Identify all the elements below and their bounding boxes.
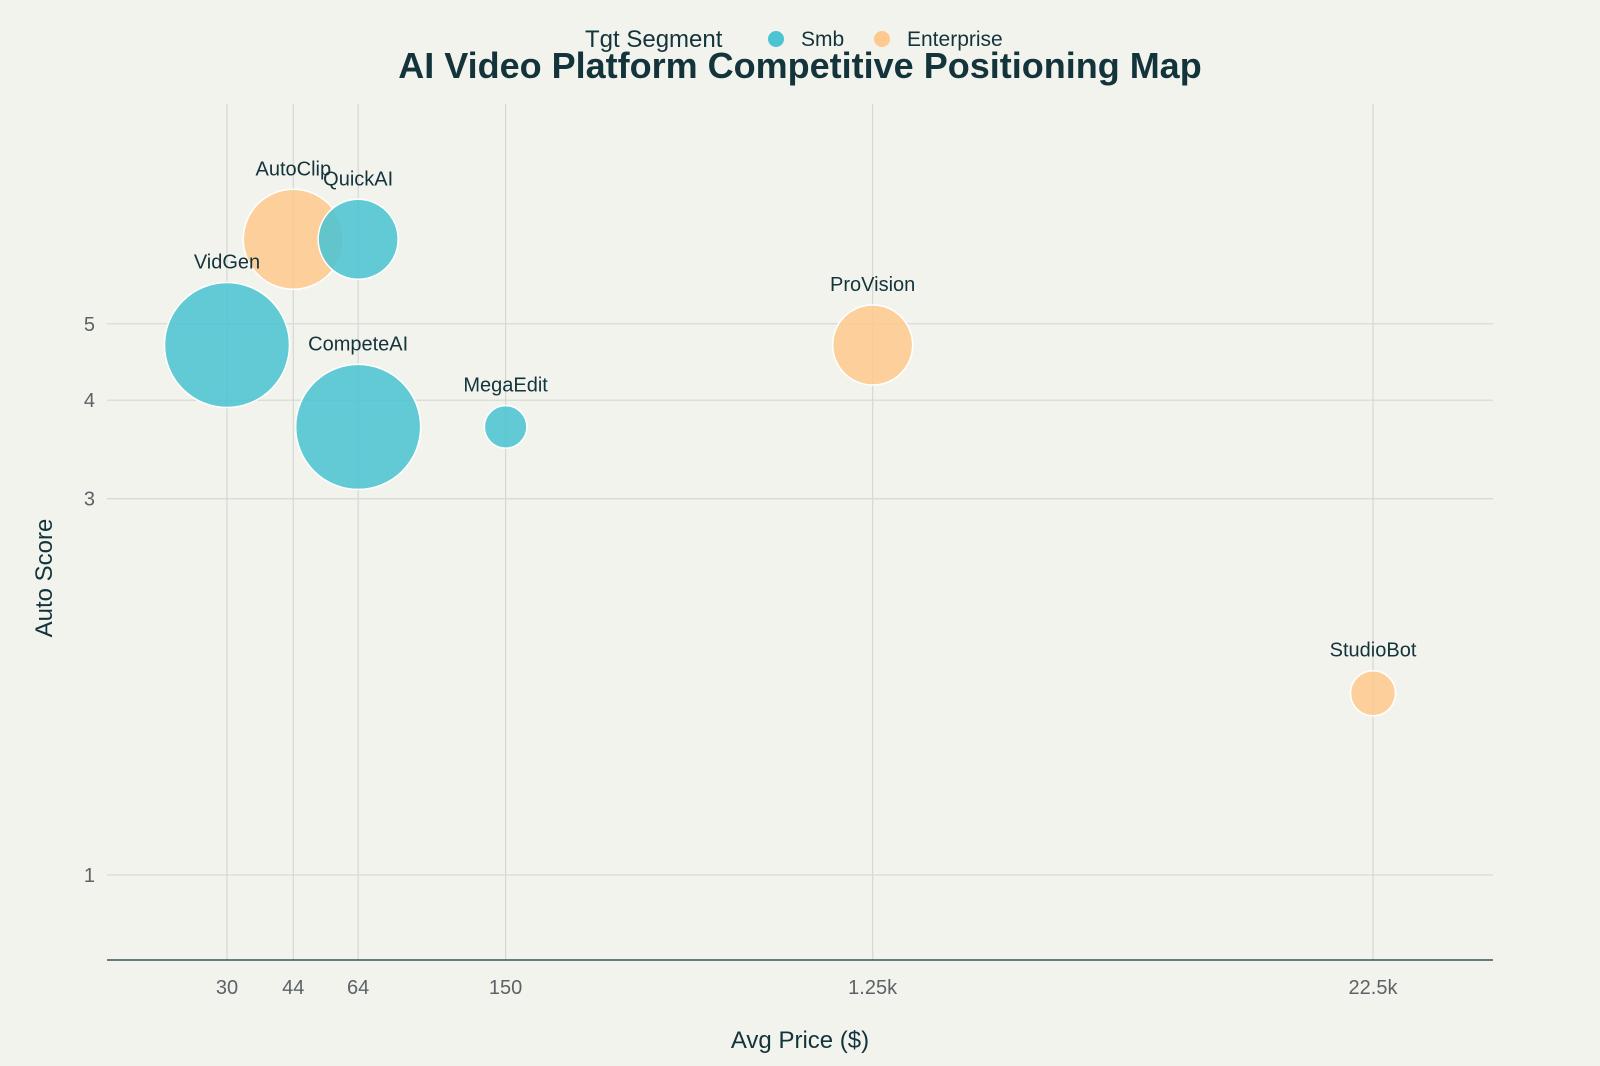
y-axis-title: Auto Score: [31, 519, 58, 638]
x-tick-label: 30: [216, 977, 238, 999]
x-tick-label: 64: [347, 977, 369, 999]
x-tick-label: 150: [489, 977, 522, 999]
x-axis-title: Avg Price ($): [731, 1027, 869, 1054]
y-tick-label: 4: [84, 390, 95, 412]
bubble-megaedit[interactable]: [483, 404, 528, 449]
legend-title: Tgt Segment: [585, 26, 723, 53]
point-label-quickai: QuickAI: [323, 168, 393, 190]
bubble-provision[interactable]: [831, 304, 914, 386]
point-label-autoclip: AutoClip: [255, 158, 331, 180]
axis-layer: 30 44 64 150 1.25k 22.5k 1 3 4 5: [84, 314, 1493, 999]
bubble-vidgen[interactable]: [163, 281, 291, 409]
y-tick-label: 3: [84, 489, 95, 511]
x-tick-label: 44: [282, 977, 304, 999]
y-tick-label: 1: [84, 865, 95, 887]
bubble-competeai[interactable]: [294, 363, 422, 491]
legend: Tgt Segment Smb Enterprise: [585, 26, 1003, 53]
legend-marker-smb: [768, 31, 784, 47]
point-label-studiobot: StudioBot: [1330, 640, 1417, 662]
point-label-megaedit: MegaEdit: [463, 375, 548, 397]
legend-marker-enterprise: [874, 31, 890, 47]
legend-label-enterprise[interactable]: Enterprise: [907, 28, 1003, 51]
y-tick-label: 5: [84, 314, 95, 336]
x-tick-label: 1.25k: [848, 977, 898, 999]
point-label-vidgen: VidGen: [194, 251, 260, 273]
bubble-studiobot[interactable]: [1349, 669, 1397, 717]
x-tick-label: 22.5k: [1349, 977, 1399, 999]
point-label-provision: ProVision: [830, 274, 915, 296]
legend-label-smb[interactable]: Smb: [801, 28, 844, 51]
point-label-competeai: CompeteAI: [308, 333, 408, 355]
bubble-layer: [163, 188, 1397, 717]
bubble-quickai[interactable]: [317, 198, 399, 281]
chart-title: AI Video Platform Competitive Positionin…: [398, 45, 1201, 86]
